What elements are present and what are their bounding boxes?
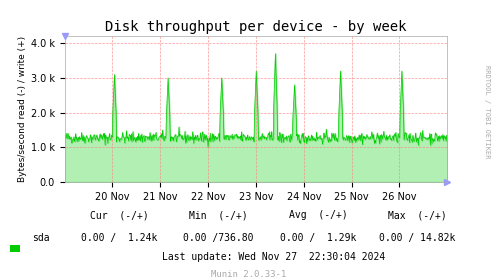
Text: Last update: Wed Nov 27  22:30:04 2024: Last update: Wed Nov 27 22:30:04 2024 bbox=[162, 252, 385, 262]
Text: 0.00 / 14.82k: 0.00 / 14.82k bbox=[379, 233, 456, 243]
Text: sda: sda bbox=[32, 233, 50, 243]
Text: Cur  (-/+): Cur (-/+) bbox=[90, 210, 149, 220]
Title: Disk throughput per device - by week: Disk throughput per device - by week bbox=[105, 20, 407, 34]
Text: 0.00 /  1.29k: 0.00 / 1.29k bbox=[280, 233, 356, 243]
Text: Munin 2.0.33-1: Munin 2.0.33-1 bbox=[211, 270, 286, 279]
Text: Avg  (-/+): Avg (-/+) bbox=[289, 210, 347, 220]
Y-axis label: Bytes/second read (-) / write (+): Bytes/second read (-) / write (+) bbox=[17, 36, 27, 182]
Text: Max  (-/+): Max (-/+) bbox=[388, 210, 447, 220]
Text: RRDTOOL / TOBI OETIKER: RRDTOOL / TOBI OETIKER bbox=[484, 65, 490, 159]
Text: 0.00 /736.80: 0.00 /736.80 bbox=[183, 233, 254, 243]
Text: Min  (-/+): Min (-/+) bbox=[189, 210, 248, 220]
Text: 0.00 /  1.24k: 0.00 / 1.24k bbox=[81, 233, 158, 243]
